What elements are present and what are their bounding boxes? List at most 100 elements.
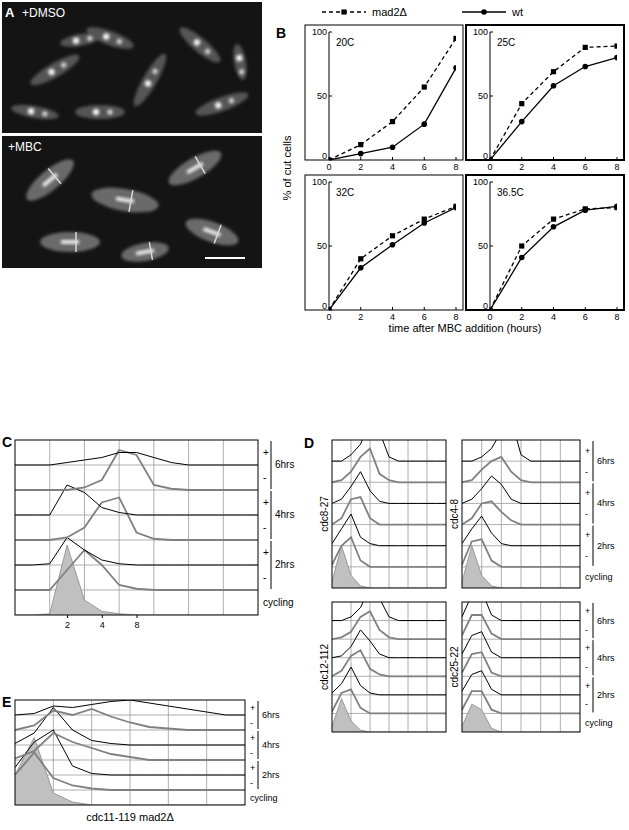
series-line <box>490 46 617 160</box>
plot-background <box>15 440 258 615</box>
group-label: 6hrs <box>275 459 294 470</box>
row-label: - <box>585 467 588 477</box>
histogram-panel: cycling-+-+-+2hrs4hrs6hrscdc11-119 mad2Δ <box>15 700 280 823</box>
series-line <box>329 68 456 160</box>
nucleus <box>192 38 201 47</box>
row-label: + <box>250 763 255 773</box>
y-tick <box>329 182 332 183</box>
septum <box>75 232 77 252</box>
x-tick-label: 6 <box>583 162 588 172</box>
marker <box>390 119 395 124</box>
group-bracket <box>258 701 259 729</box>
marker <box>358 265 364 271</box>
subplot-title: 32C <box>336 187 354 198</box>
x-tick <box>392 157 393 160</box>
cell-body <box>164 144 226 191</box>
grid-line <box>521 440 522 588</box>
septum <box>195 156 205 173</box>
row-label: - <box>250 748 253 758</box>
nucleus <box>116 38 123 45</box>
histogram-line <box>332 630 446 658</box>
cell-body <box>231 43 249 81</box>
cell-body <box>21 153 80 207</box>
histogram-line <box>332 472 446 504</box>
group-bracket <box>271 541 272 589</box>
marker <box>453 36 456 41</box>
panel-letter: D <box>304 435 314 451</box>
marker <box>453 205 456 211</box>
histogram-line <box>15 708 245 746</box>
histogram-line <box>332 497 446 524</box>
grid-line <box>427 440 428 588</box>
legend-entry: mad2Δ <box>322 6 408 18</box>
x-tick <box>617 157 618 160</box>
row-label: + <box>585 643 590 653</box>
marker <box>390 242 396 248</box>
cell <box>10 102 59 122</box>
x-tick-label: 8 <box>614 312 619 322</box>
histogram-line <box>15 498 258 541</box>
x-tick-label: 2 <box>358 312 363 322</box>
marker <box>422 84 427 89</box>
x-tick <box>424 307 425 310</box>
x-tick <box>585 307 586 310</box>
x-tick-label: 6 <box>583 312 588 322</box>
cell-body <box>193 88 250 120</box>
grid-line <box>223 440 224 615</box>
x-tick-label: 4 <box>551 312 556 322</box>
cell-body <box>90 183 161 216</box>
series-line <box>490 206 617 310</box>
histogram-line <box>462 539 580 566</box>
septum <box>48 168 61 183</box>
marker <box>614 55 617 61</box>
group-label: 2hrs <box>597 690 615 700</box>
x-tick <box>392 307 393 310</box>
nucleus <box>144 79 153 88</box>
group-bracket <box>593 640 594 675</box>
nucleus <box>214 101 222 109</box>
frame <box>462 440 580 588</box>
grid-line <box>560 602 561 732</box>
cell-body <box>10 102 59 122</box>
row-label: - <box>585 551 588 561</box>
cell <box>129 51 171 110</box>
cell <box>75 105 125 119</box>
plot-background <box>332 602 446 732</box>
plot-background <box>462 440 580 588</box>
group-label: 4hrs <box>262 740 280 750</box>
histogram-line <box>462 602 580 621</box>
marker <box>490 157 493 160</box>
histogram-line <box>332 611 446 639</box>
y-tick <box>490 96 493 97</box>
group-label: 6hrs <box>597 456 615 466</box>
grid-line <box>540 602 541 732</box>
marker <box>490 307 493 310</box>
area-fill <box>15 738 245 806</box>
x-tick-label: 4 <box>551 162 556 172</box>
marker <box>551 69 556 74</box>
image-background <box>2 136 262 268</box>
group-bracket <box>271 491 272 539</box>
row-label: + <box>263 447 269 458</box>
septum <box>149 242 152 260</box>
group-label: 4hrs <box>275 509 294 520</box>
cell-body <box>176 23 225 67</box>
x-tick <box>521 307 522 310</box>
panel-title: cdc11-119 mad2Δ <box>86 811 174 823</box>
histogram-line <box>15 733 245 760</box>
y-tick-label: 50 <box>478 241 488 251</box>
x-tick-label: 0 <box>326 162 331 172</box>
row-label: - <box>263 522 266 533</box>
nucleus <box>47 68 56 77</box>
plot-background <box>15 700 245 805</box>
legend-entry: wt <box>462 6 523 18</box>
nucleus <box>236 54 243 61</box>
panel-title: cdc25-22 <box>449 646 460 688</box>
grid-line <box>408 440 409 588</box>
plot-area <box>329 204 456 310</box>
y-tick <box>329 32 332 33</box>
plot-area <box>490 43 617 160</box>
histogram-line <box>462 516 580 546</box>
row-label: + <box>585 530 590 540</box>
y-tick-label: 50 <box>478 91 488 101</box>
